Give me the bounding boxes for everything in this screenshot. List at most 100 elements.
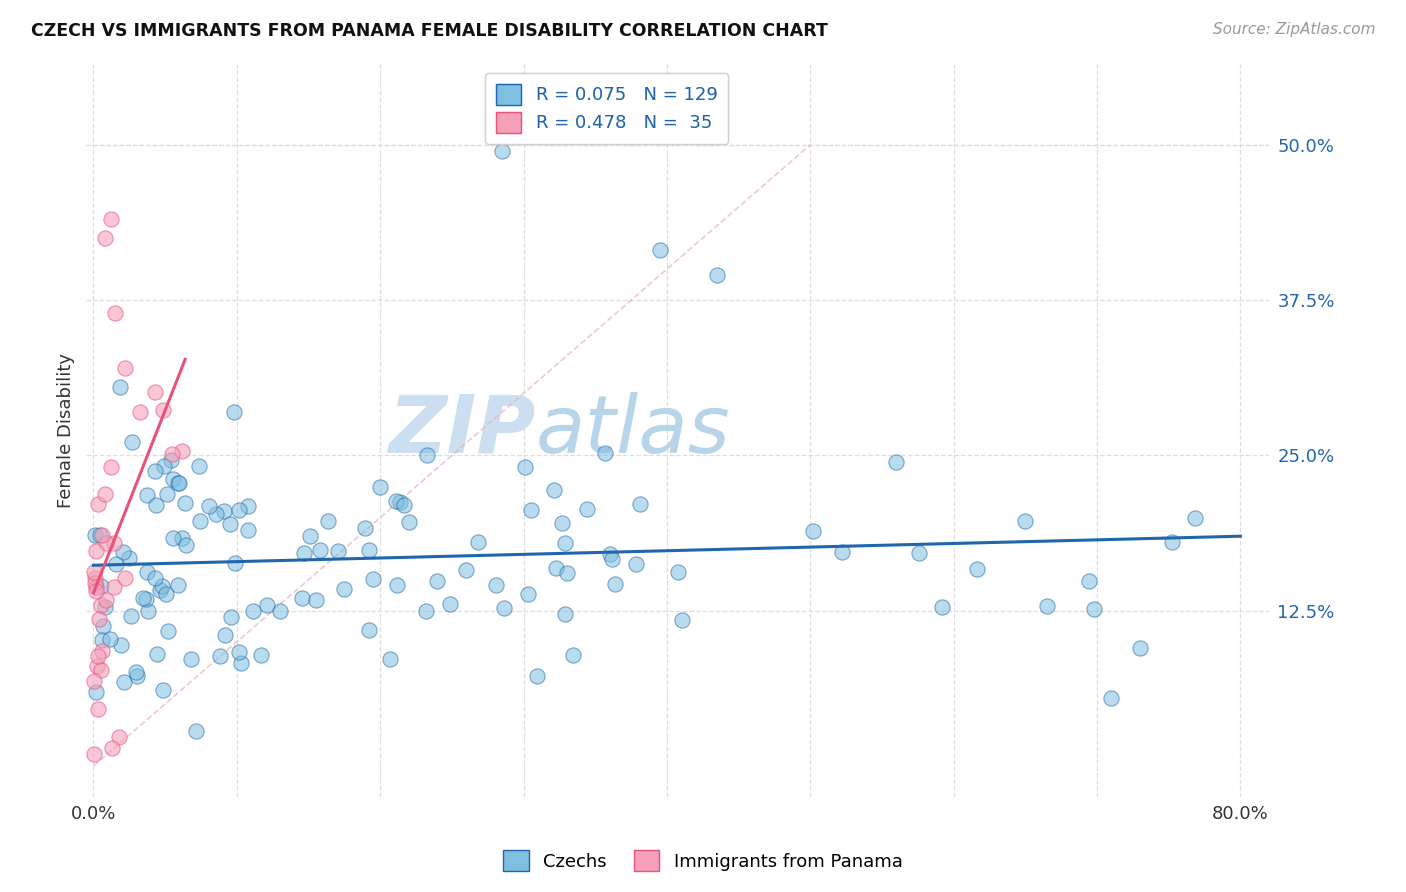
Point bbox=[83, 565, 105, 579]
Point bbox=[387, 577, 409, 591]
Point bbox=[83, 528, 105, 542]
Point bbox=[908, 546, 931, 560]
Point bbox=[212, 504, 235, 518]
Point bbox=[162, 472, 184, 486]
Point bbox=[219, 516, 242, 531]
Point bbox=[333, 582, 356, 597]
Point bbox=[603, 577, 626, 591]
Point bbox=[467, 535, 489, 549]
Point bbox=[87, 702, 110, 716]
Point bbox=[91, 619, 114, 633]
Point bbox=[83, 571, 105, 585]
Point bbox=[1129, 641, 1152, 656]
Point bbox=[135, 592, 157, 607]
Point bbox=[392, 498, 415, 512]
Point bbox=[120, 608, 142, 623]
Point bbox=[198, 499, 221, 513]
Point bbox=[87, 612, 110, 626]
Point bbox=[167, 476, 190, 491]
Text: CZECH VS IMMIGRANTS FROM PANAMA FEMALE DISABILITY CORRELATION CHART: CZECH VS IMMIGRANTS FROM PANAMA FEMALE D… bbox=[31, 22, 828, 40]
Point bbox=[491, 144, 513, 158]
Point bbox=[93, 599, 115, 614]
Point bbox=[1077, 574, 1099, 589]
Text: Source: ZipAtlas.com: Source: ZipAtlas.com bbox=[1212, 22, 1375, 37]
Text: atlas: atlas bbox=[536, 392, 731, 469]
Point bbox=[100, 740, 122, 755]
Point bbox=[100, 459, 122, 474]
Point bbox=[1099, 690, 1122, 705]
Point bbox=[229, 656, 252, 670]
Point bbox=[112, 675, 135, 690]
Point bbox=[426, 574, 449, 588]
Point bbox=[156, 487, 179, 501]
Point bbox=[135, 488, 157, 502]
Point bbox=[180, 652, 202, 666]
Point bbox=[110, 639, 132, 653]
Point bbox=[555, 566, 578, 581]
Point bbox=[513, 460, 536, 475]
Point bbox=[1083, 602, 1105, 616]
Point bbox=[172, 444, 194, 458]
Y-axis label: Female Disability: Female Disability bbox=[58, 353, 75, 508]
Point bbox=[628, 498, 651, 512]
Legend: Czechs, Immigrants from Panama: Czechs, Immigrants from Panama bbox=[496, 843, 910, 879]
Point bbox=[149, 582, 172, 597]
Point bbox=[224, 556, 246, 570]
Point bbox=[94, 535, 117, 549]
Point bbox=[666, 565, 689, 579]
Point bbox=[269, 603, 291, 617]
Point bbox=[354, 521, 377, 535]
Point bbox=[576, 501, 599, 516]
Point bbox=[256, 599, 278, 613]
Point bbox=[152, 579, 174, 593]
Point bbox=[125, 668, 148, 682]
Point bbox=[105, 557, 128, 571]
Point bbox=[98, 632, 121, 646]
Point bbox=[114, 361, 136, 376]
Point bbox=[214, 628, 236, 642]
Point bbox=[326, 544, 349, 558]
Point bbox=[648, 244, 671, 258]
Point bbox=[167, 578, 190, 592]
Point bbox=[228, 645, 250, 659]
Point bbox=[173, 496, 195, 510]
Point bbox=[86, 497, 108, 511]
Point bbox=[152, 682, 174, 697]
Point bbox=[143, 385, 166, 400]
Point bbox=[554, 607, 576, 621]
Point bbox=[86, 684, 108, 698]
Point bbox=[966, 561, 988, 575]
Point bbox=[108, 731, 131, 745]
Point bbox=[544, 561, 567, 575]
Point bbox=[87, 648, 110, 663]
Legend: R = 0.075   N = 129, R = 0.478   N =  35: R = 0.075 N = 129, R = 0.478 N = 35 bbox=[485, 73, 728, 144]
Text: ZIP: ZIP bbox=[388, 392, 536, 469]
Point bbox=[84, 583, 107, 598]
Point bbox=[242, 604, 264, 618]
Point bbox=[96, 593, 118, 607]
Point bbox=[90, 644, 112, 658]
Point bbox=[143, 465, 166, 479]
Point bbox=[316, 515, 339, 529]
Point bbox=[485, 578, 508, 592]
Point bbox=[103, 536, 125, 550]
Point bbox=[831, 544, 853, 558]
Point bbox=[526, 669, 548, 683]
Point bbox=[83, 575, 105, 590]
Point bbox=[160, 447, 183, 461]
Point bbox=[125, 665, 148, 680]
Point bbox=[187, 459, 209, 474]
Point bbox=[90, 599, 112, 613]
Point bbox=[291, 591, 314, 605]
Point bbox=[186, 723, 208, 738]
Point bbox=[112, 545, 135, 559]
Point bbox=[520, 503, 543, 517]
Point bbox=[238, 500, 260, 514]
Point bbox=[90, 578, 112, 592]
Point bbox=[389, 495, 412, 509]
Point bbox=[138, 604, 160, 618]
Point bbox=[931, 600, 953, 615]
Point bbox=[84, 544, 107, 558]
Point bbox=[228, 502, 250, 516]
Point bbox=[205, 508, 228, 522]
